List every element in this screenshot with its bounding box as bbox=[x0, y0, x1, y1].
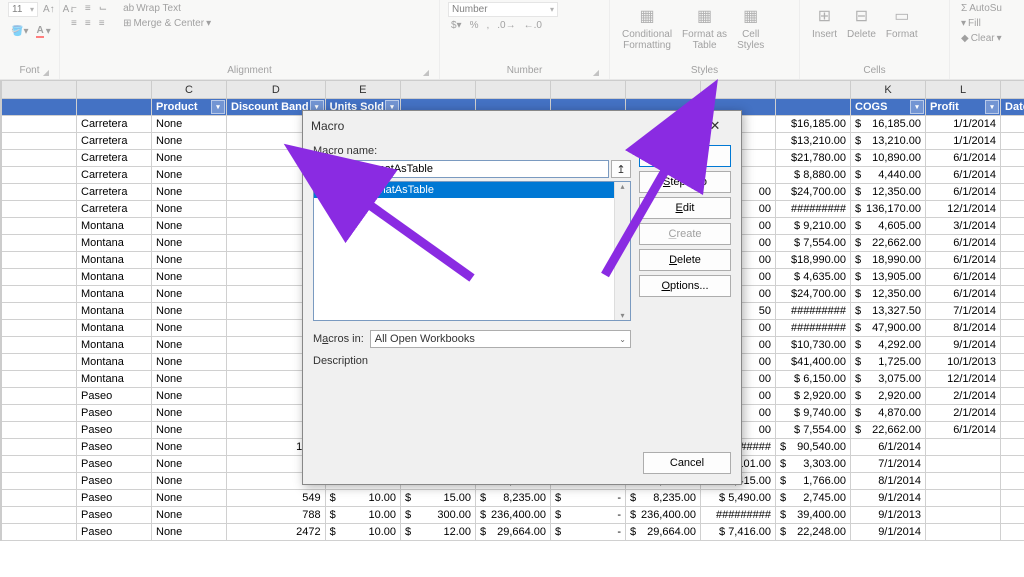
edit-button[interactable]: Edit bbox=[639, 197, 731, 219]
wrap-text-button[interactable]: ab Wrap Text bbox=[120, 2, 214, 15]
table-row[interactable]: PaseoNone2472$10.00$12.00$29,664.00$-$29… bbox=[1, 524, 1024, 541]
close-button[interactable]: ✕ bbox=[697, 112, 733, 140]
table-header-cell[interactable]: Profit▾ bbox=[926, 99, 1001, 116]
align-right-icon[interactable]: ≡ bbox=[96, 17, 108, 30]
col-header[interactable]: K bbox=[851, 81, 926, 99]
insert-cells-button[interactable]: ⊞Insert bbox=[808, 2, 841, 42]
help-button[interactable]: ? bbox=[661, 112, 697, 140]
options-button[interactable]: Options... bbox=[639, 275, 731, 297]
number-group-label: Number bbox=[507, 65, 543, 76]
delete-cells-button[interactable]: ⊟Delete bbox=[843, 2, 880, 42]
run-button[interactable]: Run bbox=[639, 145, 731, 167]
alignment-group-label: Alignment bbox=[227, 65, 271, 76]
table-row[interactable]: PaseoNone788$10.00$300.00$236,400.00$-$2… bbox=[1, 507, 1024, 524]
macro-list-item[interactable]: RemoveFormatAsTable bbox=[314, 182, 630, 198]
styles-group-label: Styles bbox=[691, 65, 718, 76]
table-header-cell[interactable]: Date▾ bbox=[1001, 99, 1024, 116]
col-header[interactable] bbox=[701, 81, 776, 99]
macro-list[interactable]: RemoveFormatAsTable ▴▾ bbox=[313, 181, 631, 321]
autosum-button[interactable]: Σ AutoSu bbox=[958, 2, 1005, 15]
description-label: Description bbox=[313, 355, 631, 367]
list-scrollbar[interactable]: ▴▾ bbox=[614, 182, 630, 320]
reference-button[interactable]: ↥ bbox=[611, 160, 631, 178]
table-header-cell[interactable] bbox=[2, 99, 77, 116]
create-button: Create bbox=[639, 223, 731, 245]
increase-font-icon[interactable]: A↑ bbox=[40, 2, 58, 17]
col-header[interactable] bbox=[401, 81, 476, 99]
col-header[interactable] bbox=[551, 81, 626, 99]
align-mid-icon[interactable]: ≡ bbox=[82, 2, 94, 15]
merge-center-button[interactable]: ⊞ Merge & Center ▾ bbox=[120, 17, 214, 30]
inc-dec-icon[interactable]: .0→ bbox=[494, 19, 518, 32]
number-format-combo[interactable]: Number▾ bbox=[448, 2, 558, 17]
col-header[interactable] bbox=[476, 81, 551, 99]
percent-icon[interactable]: % bbox=[467, 19, 482, 32]
format-cells-button[interactable]: ▭Format bbox=[882, 2, 922, 42]
table-header-cell[interactable]: COGS▾ bbox=[851, 99, 926, 116]
font-group-label: Font bbox=[19, 65, 39, 76]
comma-icon[interactable]: , bbox=[484, 19, 493, 32]
ribbon: 11▾ A↑ A↓ 🪣▾ A▾ Font◢ ⌐≡⌙ ≡≡≡ ab Wrap Te… bbox=[0, 0, 1024, 80]
table-header-cell[interactable] bbox=[776, 99, 851, 116]
font-size-combo[interactable]: 11▾ bbox=[8, 2, 38, 17]
col-header[interactable] bbox=[77, 81, 152, 99]
table-row[interactable]: PaseoNone549$10.00$15.00$8,235.00$-$8,23… bbox=[1, 490, 1024, 507]
align-left-icon[interactable]: ≡ bbox=[68, 17, 80, 30]
delete-button[interactable]: Delete bbox=[639, 249, 731, 271]
dec-dec-icon[interactable]: ←.0 bbox=[521, 19, 545, 32]
align-top-icon[interactable]: ⌐ bbox=[68, 2, 80, 15]
col-header[interactable]: M bbox=[1001, 81, 1024, 99]
cancel-button[interactable]: Cancel bbox=[643, 452, 731, 474]
step-into-button[interactable]: Step Into bbox=[639, 171, 731, 193]
clear-button[interactable]: ◆ Clear▾ bbox=[958, 32, 1005, 45]
col-header[interactable] bbox=[626, 81, 701, 99]
fill-button[interactable]: ▾ Fill bbox=[958, 17, 984, 30]
font-color-icon[interactable]: A▾ bbox=[33, 19, 53, 43]
macro-dialog: Macro ? ✕ Macro name: ↥ RemoveFormatAsTa… bbox=[302, 110, 742, 485]
dialog-title: Macro bbox=[311, 119, 661, 133]
fill-color-icon[interactable]: 🪣▾ bbox=[8, 19, 31, 43]
format-as-table-button[interactable]: ▦Format as Table bbox=[678, 2, 731, 53]
col-header[interactable]: E bbox=[325, 81, 400, 99]
col-header[interactable] bbox=[2, 81, 77, 99]
conditional-formatting-button[interactable]: ▦Conditional Formatting bbox=[618, 2, 676, 53]
col-header[interactable] bbox=[776, 81, 851, 99]
cells-group-label: Cells bbox=[863, 65, 885, 76]
currency-icon[interactable]: $▾ bbox=[448, 19, 465, 32]
table-header-cell[interactable] bbox=[77, 99, 152, 116]
col-header[interactable]: D bbox=[227, 81, 326, 99]
align-bot-icon[interactable]: ⌙ bbox=[96, 2, 110, 15]
macro-name-label: Macro name: bbox=[313, 145, 631, 157]
table-header-cell[interactable]: Product▾ bbox=[152, 99, 227, 116]
col-header[interactable]: L bbox=[926, 81, 1001, 99]
cell-styles-button[interactable]: ▦Cell Styles bbox=[733, 2, 768, 53]
align-center-icon[interactable]: ≡ bbox=[82, 17, 94, 30]
macros-in-combo[interactable]: All Open Workbooks⌄ bbox=[370, 330, 631, 348]
macros-in-label: Macros in: bbox=[313, 333, 364, 345]
col-header[interactable]: C bbox=[152, 81, 227, 99]
macro-name-input[interactable] bbox=[313, 160, 609, 178]
